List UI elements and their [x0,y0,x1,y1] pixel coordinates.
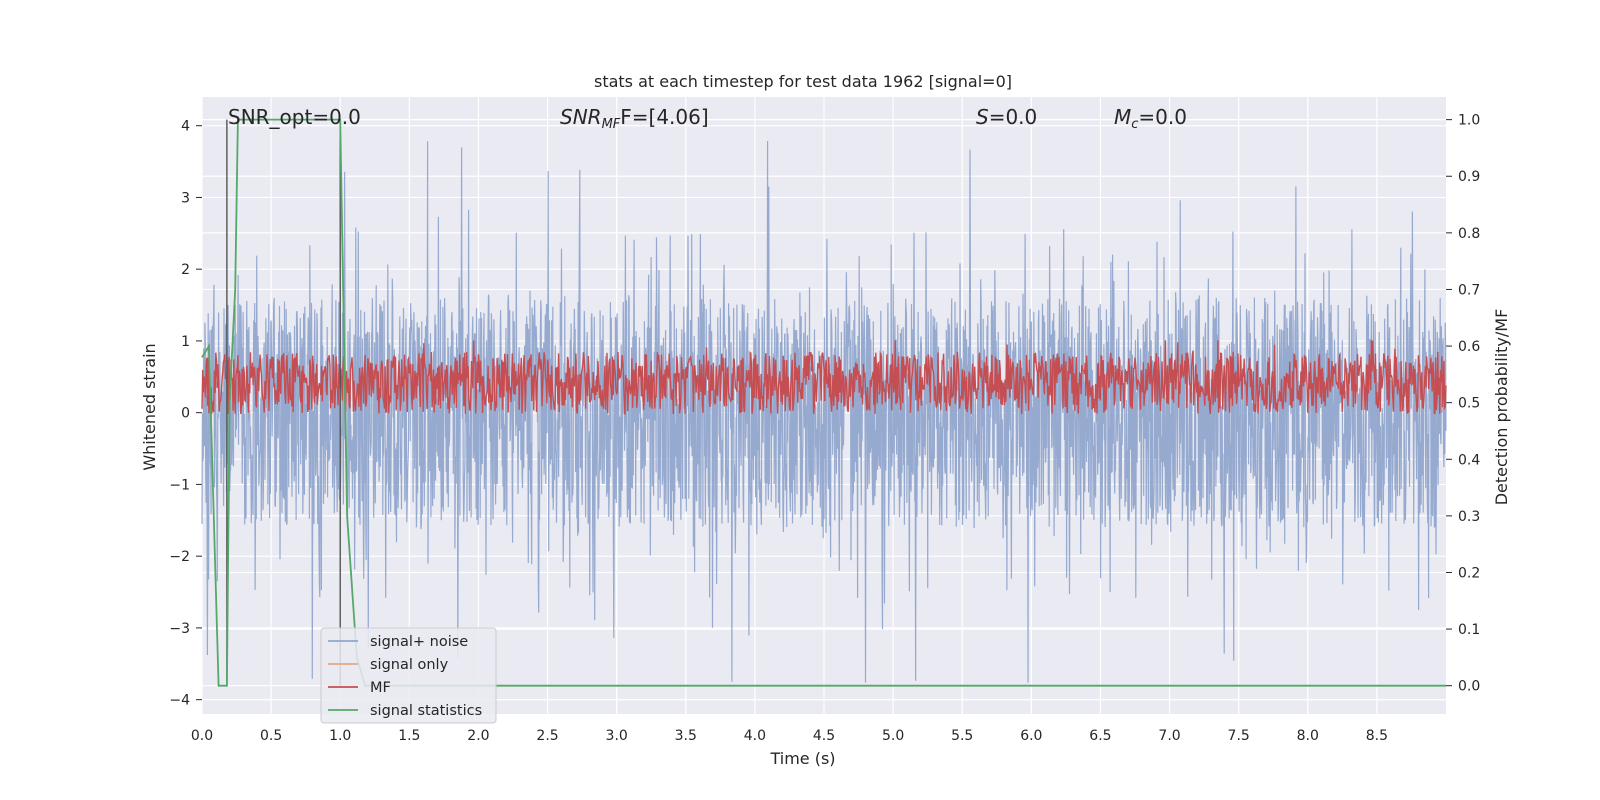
y-tick-label: −3 [169,621,190,637]
x-tick-label: 6.5 [1089,728,1111,744]
x-tick-label: 8.0 [1297,728,1319,744]
chart-title: stats at each timestep for test data 196… [594,72,1012,91]
annotation-snr-opt: SNR_opt=0.0 [228,105,361,129]
y-right-axis-label: Detection probability/MF [1492,309,1511,506]
series-signal-noise [201,140,1447,683]
annotation-snr-mf: SNRMFF=[4.06] [560,105,709,132]
series-mf [201,340,1447,415]
annotation-s: S=0.0 [976,105,1037,129]
x-tick-label: 1.5 [398,728,420,744]
x-tick-label: 2.5 [536,728,558,744]
y-tick-label: −1 [169,477,190,493]
y-axis-label: Whitened strain [140,343,159,470]
x-axis-label: Time (s) [769,749,835,768]
x-tick-label: 0.0 [191,728,213,744]
y-right-tick-label: 1.0 [1458,113,1480,129]
legend-box [320,627,497,724]
legend-label-signal-only: signal only [370,657,449,673]
legend-label-mf: MF [370,680,391,696]
x-tick-label: 0.5 [260,728,282,744]
x-tick-label: 7.5 [1228,728,1250,744]
legend-label-signal-noise: signal+ noise [370,634,468,650]
x-tick-label: 4.5 [813,728,835,744]
y-tick-label: 0 [181,406,190,422]
y-right-tick-label: 0.1 [1458,622,1480,638]
y-right-tick-label: 0.4 [1458,452,1480,468]
x-tick-label: 3.0 [606,728,628,744]
x-tick-label: 3.5 [675,728,697,744]
x-tick-label: 7.0 [1158,728,1180,744]
y-tick-label: 3 [181,190,190,206]
y-tick-label: 4 [181,119,190,135]
y-right-tick-label: 0.9 [1458,169,1480,185]
y-tick-label: 2 [181,262,190,278]
x-tick-labels: 0.0 0.5 1.0 1.5 2.0 2.5 3.0 3.5 4.0 4.5 5.0 5.5 6.0 6… [191,728,1388,744]
y-right-tick-label: 0.5 [1458,396,1480,412]
y-right-tick-label: 0.7 [1458,282,1480,298]
y-tick-labels: 4 3 2 1 0 −1 −2 −3 −4 [169,119,190,709]
x-tick-label: 4.0 [744,728,766,744]
y-right-tick-labels: 1.0 0.9 0.8 0.7 0.6 0.5 0.4 0.3 0.2 0.1 0.0 [1458,113,1480,695]
y-right-tick-label: 0.0 [1458,679,1480,695]
legend-label-signal-statistics: signal statistics [370,703,482,719]
y-tick-label: −4 [169,693,190,709]
y-right-tick-label: 0.3 [1458,509,1480,525]
x-tick-label: 2.0 [467,728,489,744]
y-right-tick-label: 0.6 [1458,339,1480,355]
x-tick-label: 5.5 [951,728,973,744]
y-tick-label: −2 [169,549,190,565]
x-tick-label: 5.0 [882,728,904,744]
y-right-tick-label: 0.8 [1458,226,1480,242]
x-tick-label: 6.0 [1020,728,1042,744]
x-tick-label: 1.0 [329,728,351,744]
y-tick-label: 1 [181,334,190,350]
x-tick-label: 8.5 [1366,728,1388,744]
y-right-tick-label: 0.2 [1458,565,1480,581]
legend: signal+ noise signal only MF signal stat… [320,627,497,724]
annotation-mc: Mc=0.0 [1114,105,1187,132]
